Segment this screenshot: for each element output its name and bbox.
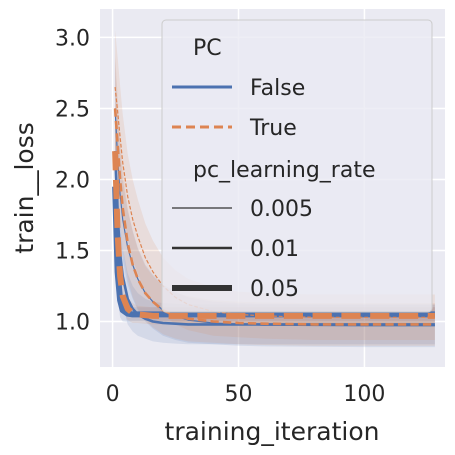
legend-box [161,19,433,313]
legend-label-005: 0.05 [250,277,299,302]
legend: PC False True pc_learning_rate 0.005 0.0… [161,19,433,313]
legend-label-001: 0.01 [250,237,299,262]
x-axis-label: training_iteration [165,417,380,446]
x-tick-label: 100 [343,382,385,407]
legend-label-false: False [250,76,305,101]
series-lines [112,87,435,327]
series-line-pc-true-lr-0.05 [112,151,435,319]
y-tick-label: 1.5 [55,240,90,265]
legend-label-0005: 0.005 [250,197,313,222]
x-tick-label: 50 [225,382,253,407]
legend-title-lr: pc_learning_rate [193,158,376,183]
series-line-pc-true-lr-0.01 [113,108,435,326]
y-tick-label: 1.0 [55,311,90,336]
y-tick-label: 2.0 [55,168,90,193]
y-axis-label: train__loss [10,122,39,253]
legend-title-pc: PC [193,36,222,61]
series-line-pc-true-lr-0.005 [114,87,435,318]
y-tick-labels: 1.0 1.5 2.0 2.5 3.0 [55,26,90,335]
y-tick-label: 2.5 [55,97,90,122]
y-tick-label: 3.0 [55,26,90,51]
x-tick-labels: 0 50 100 [106,382,386,407]
legend-label-true: True [249,116,297,141]
x-tick-label: 0 [106,382,120,407]
